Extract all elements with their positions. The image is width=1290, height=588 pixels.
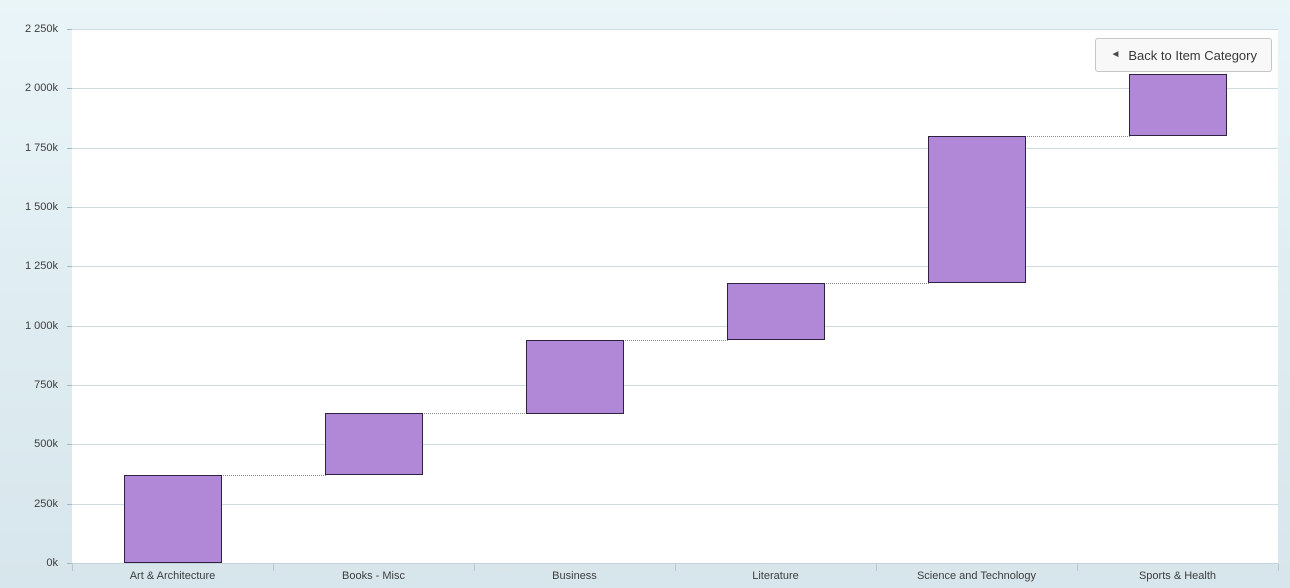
x-axis: Art & Architecture Books - Misc Business Li… [72,564,1279,588]
gridline [72,385,1278,386]
gridline [72,148,1278,149]
y-axis-tick [67,266,72,267]
x-axis-tick [72,564,73,571]
x-axis-label: Books - Misc [342,570,405,582]
y-axis-label: 750k [34,379,58,391]
y-axis: 0k 250k 500k 750k 1 000k 1 250k 1 500k 1 750k 2 … [0,23,72,569]
plot-area [72,29,1278,564]
y-axis-label: 2 250k [24,23,58,35]
waterfall-bar-sports-health[interactable] [1129,74,1227,136]
x-axis-tick [1278,564,1279,571]
y-axis-tick [67,207,72,208]
y-axis-label: 1 250k [24,260,58,272]
x-axis-label: Literature [752,570,799,582]
y-axis-label: 2 000k [24,82,58,94]
x-axis-label: Art & Architecture [129,570,216,582]
waterfall-bar-science-and-technology[interactable] [928,136,1026,283]
gridline [72,444,1278,445]
y-axis-label: 1 500k [24,201,58,213]
gridline [72,29,1278,30]
gridline [72,326,1278,327]
waterfall-connector-line [1025,136,1130,137]
y-axis-label: 0k [46,557,58,569]
y-axis-tick [67,444,72,445]
x-axis-tick [273,564,274,571]
waterfall-connector-line [623,340,728,341]
y-axis-tick [67,88,72,89]
y-axis-label: 1 750k [24,142,58,154]
y-axis-tick [67,563,72,564]
waterfall-connector-line [422,413,527,414]
y-axis-label: 1 000k [24,320,58,332]
gridline [72,504,1278,505]
x-axis-label: Business [552,570,597,582]
y-axis-tick [67,504,72,505]
waterfall-connector-line [824,283,929,284]
y-axis-tick [67,148,72,149]
back-button-label: Back to Item Category [1128,47,1257,63]
back-to-item-category-button[interactable]: ◄ Back to Item Category [1095,38,1272,72]
waterfall-bar-books-misc[interactable] [325,413,423,475]
y-axis-label: 250k [34,498,58,510]
x-axis-label: Sports & Health [1138,570,1217,582]
x-axis-label: Science and Technology [916,570,1037,582]
waterfall-bar-art-architecture[interactable] [124,475,222,563]
x-axis-tick [876,564,877,571]
y-axis-tick [67,326,72,327]
waterfall-bar-literature[interactable] [727,283,825,340]
y-axis-label: 500k [34,438,58,450]
x-axis-tick [675,564,676,571]
gridline [72,207,1278,208]
x-axis-tick [474,564,475,571]
y-axis-tick [67,385,72,386]
gridline [72,88,1278,89]
x-axis-tick [1077,564,1078,571]
y-axis-tick [67,29,72,30]
back-arrow-icon: ◄ [1110,49,1121,60]
gridline [72,266,1278,267]
waterfall-bar-business[interactable] [526,340,624,414]
waterfall-connector-line [221,475,326,476]
